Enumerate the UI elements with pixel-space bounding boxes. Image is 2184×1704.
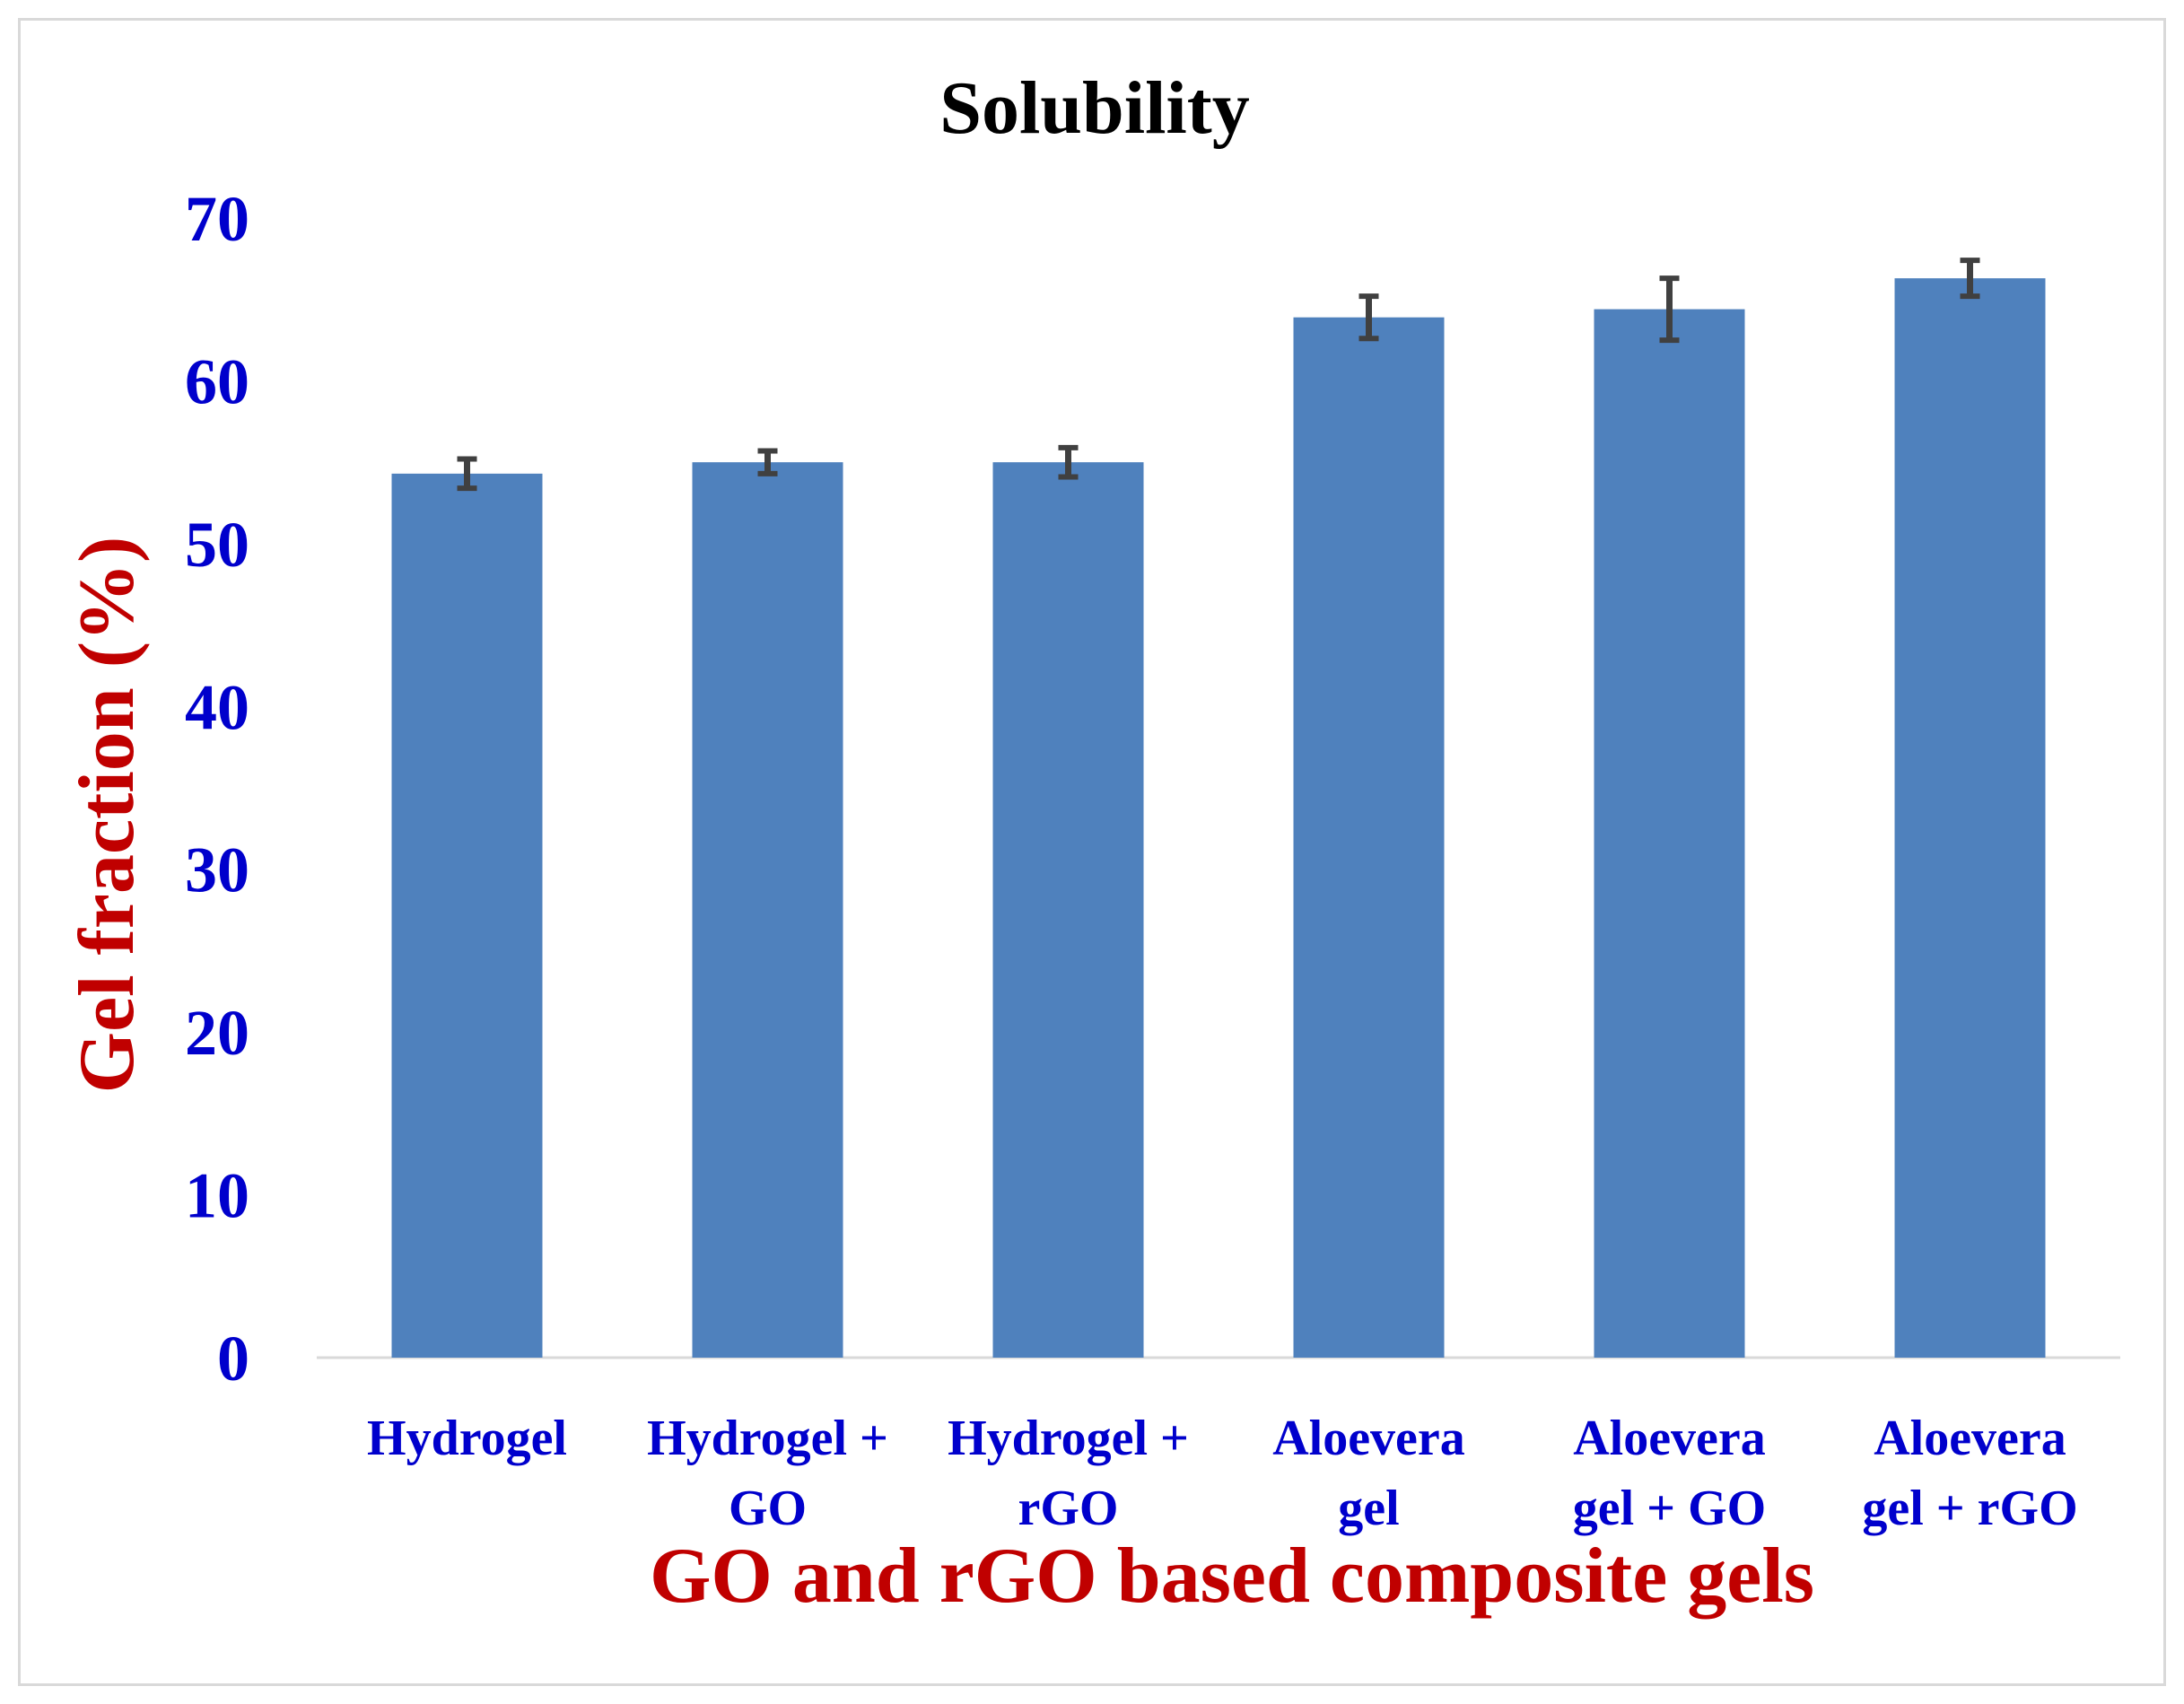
x-tick-label: gel + GO bbox=[1573, 1481, 1766, 1536]
bar bbox=[1293, 317, 1445, 1359]
bar bbox=[1594, 309, 1745, 1359]
error-bar bbox=[1960, 258, 1980, 300]
x-axis-ticks: Hydrogel Hydrogel + GO Hydrogel + rGO Aloever… bbox=[367, 1411, 2078, 1536]
x-tick-label: Hydrogel bbox=[367, 1411, 567, 1466]
y-tick-label: 60 bbox=[185, 345, 249, 417]
y-tick-label: 50 bbox=[185, 509, 249, 581]
error-bar bbox=[1058, 444, 1079, 480]
bar bbox=[992, 462, 1144, 1358]
x-tick-label: GO bbox=[729, 1481, 807, 1536]
y-tick-label: 30 bbox=[185, 835, 249, 906]
x-tick-label: Aloevera bbox=[1272, 1411, 1465, 1466]
x-tick-label: Aloevera bbox=[1874, 1411, 2066, 1466]
x-tick-label: Hydrogel + bbox=[948, 1411, 1189, 1466]
error-bar bbox=[1358, 293, 1379, 342]
chart-title: Solubility bbox=[939, 66, 1249, 150]
y-tick-label: 70 bbox=[185, 183, 249, 255]
error-bar bbox=[457, 456, 477, 492]
y-axis-label: Gel fraction (%) bbox=[64, 537, 151, 1094]
y-tick-label: 40 bbox=[185, 671, 249, 743]
x-tick-label: rGO bbox=[1018, 1481, 1119, 1536]
bar bbox=[692, 462, 843, 1358]
x-axis-label: GO and rGO based composite gels bbox=[650, 1533, 1814, 1620]
error-bars-group bbox=[457, 258, 1980, 492]
x-tick-label: gel bbox=[1338, 1481, 1399, 1536]
x-tick-label: Hydrogel + bbox=[647, 1411, 888, 1466]
y-tick-label: 0 bbox=[217, 1323, 249, 1394]
bar bbox=[1894, 278, 2046, 1359]
error-bar bbox=[1659, 275, 1680, 344]
y-axis-ticks: 0 10 20 30 40 50 60 70 bbox=[185, 183, 249, 1394]
y-tick-label: 20 bbox=[185, 997, 249, 1069]
error-bar bbox=[757, 448, 778, 476]
x-tick-label: gel + rGO bbox=[1862, 1481, 2077, 1536]
x-tick-label: Aloevera bbox=[1573, 1411, 1766, 1466]
bars-group bbox=[391, 278, 2046, 1359]
chart-frame: Solubility 0 10 20 30 40 50 60 70 Hydrogel Hydro… bbox=[18, 18, 2166, 1686]
bar bbox=[391, 473, 543, 1358]
y-tick-label: 10 bbox=[185, 1160, 249, 1232]
